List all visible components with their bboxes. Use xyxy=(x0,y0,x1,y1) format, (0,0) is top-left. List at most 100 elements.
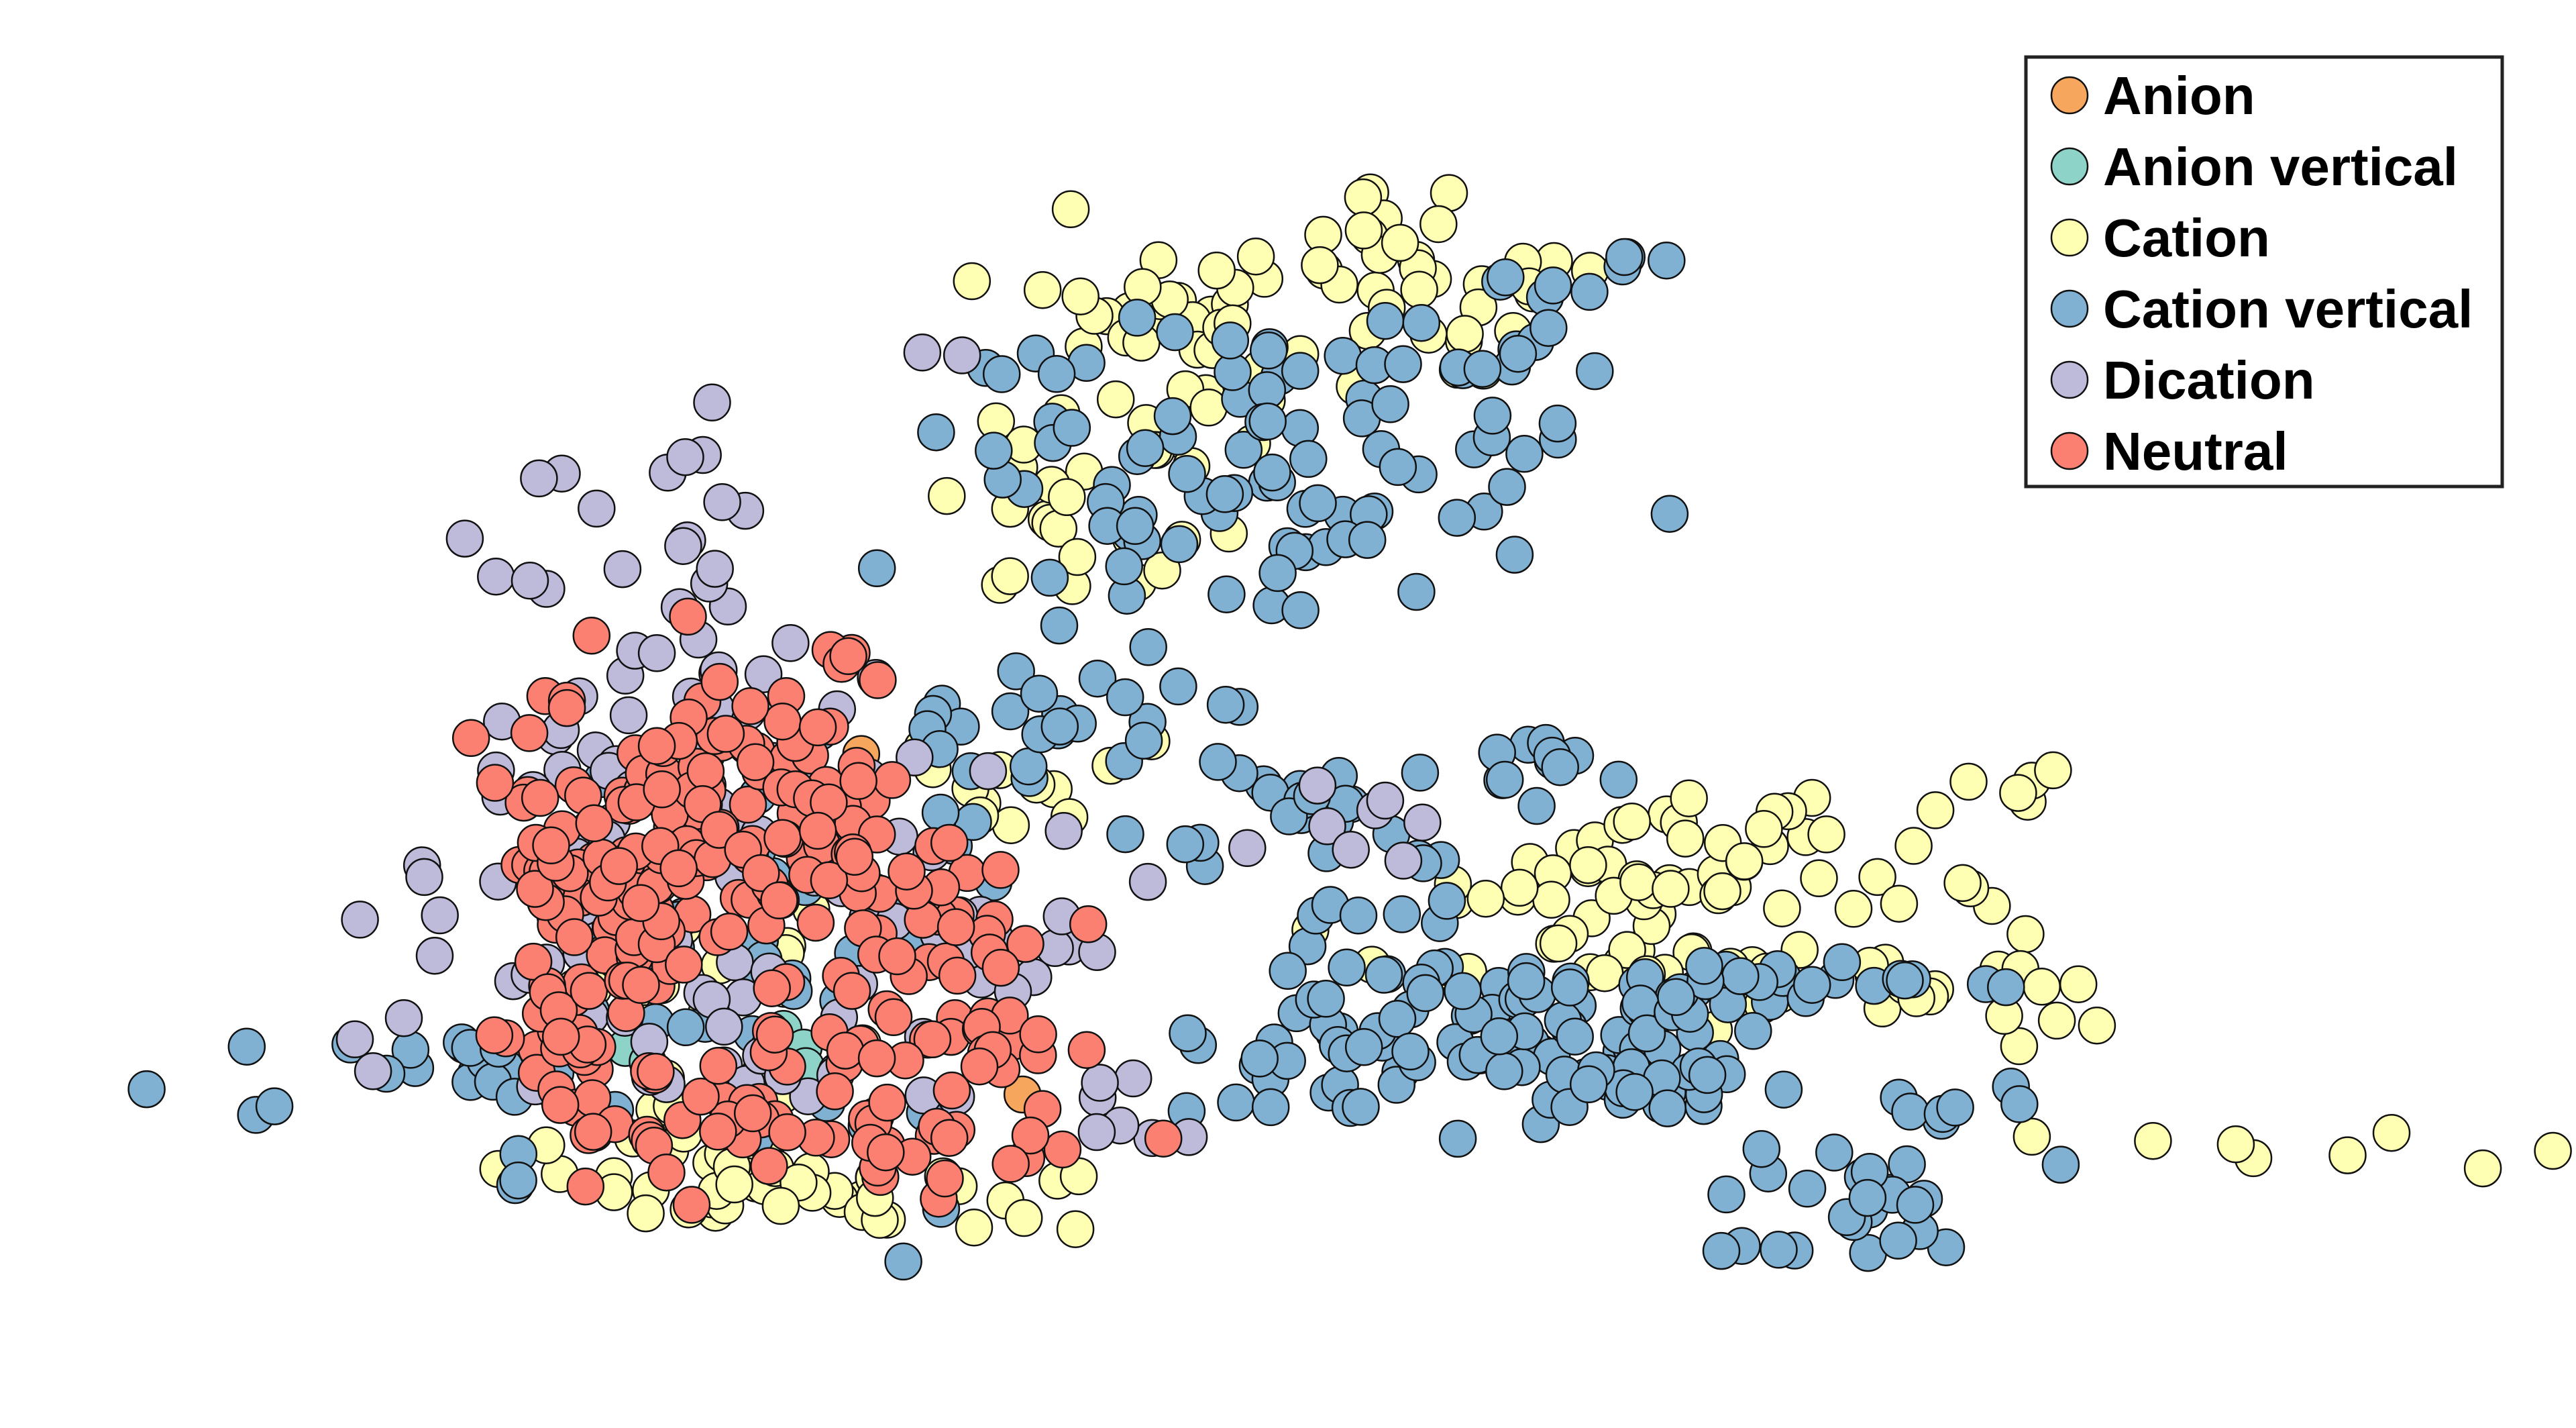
point-cation-vertical xyxy=(1657,978,1695,1017)
point-dication xyxy=(1298,766,1337,805)
point-cation-vertical xyxy=(1428,882,1466,920)
point-neutral xyxy=(699,1113,737,1151)
point-neutral xyxy=(1069,905,1108,944)
point-cation-vertical xyxy=(1707,1175,1746,1214)
point-cation-vertical xyxy=(1384,345,1422,383)
point-neutral xyxy=(665,946,703,984)
point-dication xyxy=(896,738,934,777)
point-cation xyxy=(1569,846,1607,884)
point-dication xyxy=(520,459,558,498)
point-neutral xyxy=(932,1071,971,1110)
point-cation-vertical xyxy=(1168,454,1206,493)
point-neutral xyxy=(521,778,559,817)
point-neutral xyxy=(699,1047,738,1085)
point-cation xyxy=(1619,863,1658,901)
point-neutral xyxy=(760,881,798,920)
point-cation-vertical xyxy=(1569,1065,1608,1104)
point-cation xyxy=(1800,859,1838,898)
point-cation-vertical xyxy=(1936,1088,1974,1127)
point-neutral xyxy=(733,1094,772,1133)
point-cation-vertical xyxy=(1823,943,1862,982)
point-cation-vertical xyxy=(1205,475,1244,513)
legend-marker-cation-vertical xyxy=(2050,289,2089,328)
point-neutral xyxy=(857,1039,896,1078)
point-cation xyxy=(2134,1121,2172,1160)
point-neutral xyxy=(532,826,570,865)
point-cation-vertical xyxy=(1788,1170,1827,1208)
point-cation-vertical xyxy=(1383,895,1421,933)
point-neutral xyxy=(566,1167,605,1206)
point-cation-vertical xyxy=(1078,659,1117,698)
point-cation-vertical xyxy=(1517,786,1556,825)
point-cation xyxy=(2037,1001,2076,1040)
point-neutral xyxy=(475,1016,514,1054)
point-cation-vertical xyxy=(1541,748,1579,786)
point-cation-vertical xyxy=(1364,956,1403,994)
legend-label-dication: Dication xyxy=(2103,350,2315,410)
point-neutral xyxy=(930,823,969,862)
point-dication xyxy=(693,383,731,422)
point-cation xyxy=(761,1186,800,1225)
point-dication xyxy=(903,334,942,372)
point-cation xyxy=(1419,205,1458,244)
point-cation xyxy=(1446,315,1484,353)
point-cation xyxy=(1048,478,1086,517)
point-cation-vertical xyxy=(1650,495,1689,533)
point-cation-vertical xyxy=(1118,299,1157,337)
point-cation-vertical xyxy=(1702,1231,1741,1270)
point-cation-vertical xyxy=(1402,303,1441,342)
point-cation xyxy=(1344,211,1383,250)
point-cation xyxy=(2372,1113,2411,1152)
legend-label-cation-vertical: Cation vertical xyxy=(2103,279,2473,339)
legend-label-cation: Cation xyxy=(2103,208,2270,268)
point-neutral xyxy=(682,1077,720,1116)
point-cation xyxy=(1999,774,2037,812)
point-cation-vertical xyxy=(1534,266,1572,305)
point-cation-vertical xyxy=(1485,1052,1523,1090)
point-cation-vertical xyxy=(1037,355,1076,393)
point-cation-vertical xyxy=(1248,402,1287,441)
point-cation xyxy=(1381,223,1419,262)
point-neutral xyxy=(622,966,660,1005)
point-neutral xyxy=(867,1133,905,1172)
point-neutral xyxy=(700,662,739,701)
point-neutral xyxy=(572,616,611,655)
point-cation xyxy=(1056,1210,1095,1248)
point-cation-vertical xyxy=(1211,321,1250,360)
point-cation-vertical xyxy=(1009,747,1048,786)
legend-entry-cation: Cation xyxy=(2050,208,2270,268)
point-cation-vertical xyxy=(1499,334,1538,373)
point-cation-vertical xyxy=(2000,1085,2039,1123)
point-cation-vertical xyxy=(1397,572,1436,611)
point-cation xyxy=(955,1208,994,1247)
point-dication xyxy=(335,1020,374,1059)
point-cation xyxy=(1400,270,1438,309)
point-cation-vertical xyxy=(1129,628,1167,666)
point-cation-vertical xyxy=(1166,825,1205,864)
point-neutral xyxy=(575,804,614,843)
point-neutral xyxy=(514,942,553,981)
point-cation-vertical xyxy=(1721,957,1760,995)
legend-entry-neutral: Neutral xyxy=(2050,421,2288,481)
point-neutral xyxy=(926,1159,964,1198)
point-cation-vertical xyxy=(1269,952,1307,990)
point-dication xyxy=(603,550,642,589)
point-cation-vertical xyxy=(1124,721,1163,760)
point-cation-vertical xyxy=(1253,453,1291,492)
point-neutral xyxy=(451,719,490,758)
point-neutral xyxy=(643,770,681,809)
point-cation-vertical xyxy=(857,549,896,588)
point-cation xyxy=(953,262,991,301)
point-cation xyxy=(715,1165,753,1204)
point-cation xyxy=(1532,880,1570,919)
point-cation-vertical xyxy=(1685,947,1723,985)
point-neutral xyxy=(516,870,554,908)
point-cation-vertical xyxy=(1505,435,1544,473)
point-cation xyxy=(2000,1027,2039,1066)
point-dication xyxy=(445,519,484,558)
point-cation-vertical xyxy=(1538,404,1577,443)
point-dication xyxy=(1081,1064,1119,1102)
point-cation xyxy=(1670,779,1708,817)
point-cation-vertical xyxy=(1764,1070,1803,1109)
point-neutral xyxy=(981,948,1020,987)
